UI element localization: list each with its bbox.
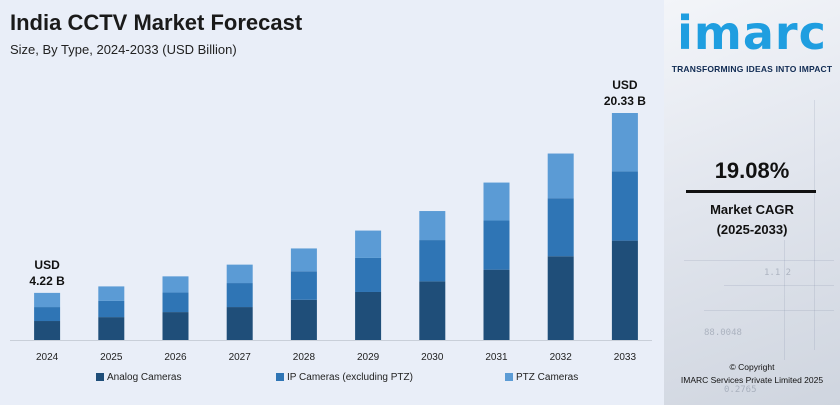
x-tick-label: 2027 <box>229 352 252 363</box>
data-label: 20.33 B <box>604 94 646 108</box>
bar-2031-series-0 <box>483 269 510 340</box>
bar-2033-series-2 <box>611 113 638 172</box>
brand-tagline: TRANSFORMING IDEAS INTO IMPACT <box>671 64 833 74</box>
bar-2032-series-2 <box>547 153 574 199</box>
copyright-line: © Copyright <box>729 362 775 372</box>
bar-2024-series-0 <box>34 321 61 340</box>
chart-title: India CCTV Market Forecast <box>10 10 303 35</box>
x-tick-label: 2033 <box>614 352 637 363</box>
bar-2029-series-2 <box>355 230 382 258</box>
chart-plot: 2024 2025 2026 2027 2028 2029 2030 2031 2032 2033… <box>10 78 652 383</box>
bar-2027-series-2 <box>226 264 253 284</box>
x-tick-label: 2028 <box>293 352 316 363</box>
bar-2024-series-2 <box>34 292 61 308</box>
bar-2032-series-0 <box>547 256 574 340</box>
copyright-company: IMARC Services Private Limited 2025 <box>680 375 824 385</box>
bar-2028-series-0 <box>290 299 317 340</box>
data-label: USD <box>612 78 638 92</box>
bar-2027-series-0 <box>226 307 253 340</box>
chart-panel: India CCTV Market Forecast Size, By Type… <box>0 0 664 405</box>
bar-2029-series-0 <box>355 291 382 340</box>
bar-2025-series-0 <box>98 317 125 340</box>
legend-swatch-0 <box>96 373 104 381</box>
bar-2025-series-1 <box>98 300 125 318</box>
bar-2031-series-1 <box>483 220 510 270</box>
legend-swatch-1 <box>276 373 284 381</box>
chart-subtitle: Size, By Type, 2024-2033 (USD Billion) <box>10 42 237 57</box>
bar-2030-series-0 <box>419 281 446 340</box>
bar-2030-series-1 <box>419 240 446 282</box>
bar-2027-series-1 <box>226 283 253 308</box>
brand-panel: 1.1 2 88.0048 0.2765 imarc TRANSFORMING … <box>664 0 840 405</box>
cagr-label: Market CAGR <box>710 202 794 217</box>
legend-label-2: PTZ Cameras <box>516 372 578 383</box>
bar-2032-series-1 <box>547 198 574 257</box>
cagr-divider <box>686 190 816 193</box>
bar-2028-series-2 <box>290 248 317 272</box>
bar-2025-series-2 <box>98 286 125 301</box>
x-tick-label: 2024 <box>36 352 59 363</box>
bar-2026-series-0 <box>162 312 189 340</box>
bar-2031-series-2 <box>483 182 510 221</box>
legend-label-1: IP Cameras (excluding PTZ) <box>287 372 413 383</box>
cagr-value: 19.08% <box>714 158 790 183</box>
x-tick-label: 2031 <box>485 352 508 363</box>
bar-2029-series-1 <box>355 257 382 292</box>
cagr-period: (2025-2033) <box>716 222 788 237</box>
data-label: 4.22 B <box>29 274 65 288</box>
legend-label-0: Analog Cameras <box>107 372 181 383</box>
x-tick-label: 2025 <box>100 352 123 363</box>
bar-2030-series-2 <box>419 211 446 241</box>
brand-logo: imarc <box>677 6 827 60</box>
bar-2033-series-1 <box>611 171 638 241</box>
bar-2026-series-2 <box>162 276 189 293</box>
bar-2033-series-0 <box>611 240 638 340</box>
data-label: USD <box>34 258 60 272</box>
x-tick-label: 2030 <box>421 352 444 363</box>
x-tick-label: 2026 <box>164 352 187 363</box>
x-tick-label: 2029 <box>357 352 380 363</box>
bar-2028-series-1 <box>290 271 317 300</box>
bar-2026-series-1 <box>162 292 189 313</box>
legend-swatch-2 <box>505 373 513 381</box>
x-tick-label: 2032 <box>550 352 573 363</box>
bar-2024-series-1 <box>34 307 61 322</box>
